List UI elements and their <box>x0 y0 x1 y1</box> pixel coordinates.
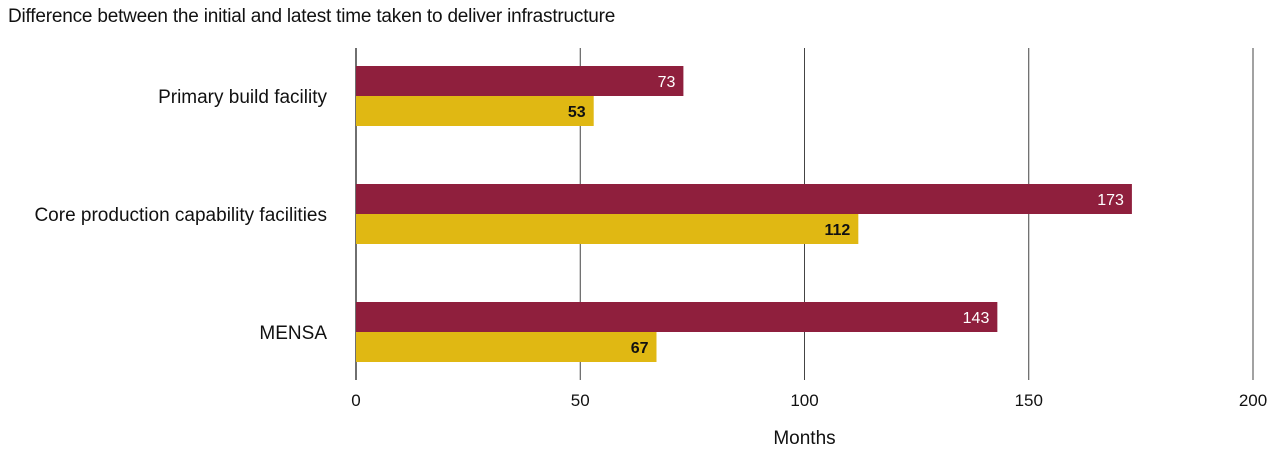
bar <box>356 214 859 244</box>
tick-label: 100 <box>790 391 818 410</box>
chart-title: Difference between the initial and lates… <box>8 6 616 27</box>
category-labels: Primary build facility Core production ca… <box>34 87 327 344</box>
data-label: 53 <box>568 104 586 121</box>
data-label: 173 <box>1097 192 1124 209</box>
data-label: 112 <box>825 222 851 239</box>
tick-label: 50 <box>571 391 590 410</box>
data-label: 73 <box>658 74 676 91</box>
bar <box>356 332 657 362</box>
data-label: 67 <box>631 340 649 357</box>
tick-label: 150 <box>1015 391 1043 410</box>
bar <box>356 302 998 332</box>
bars: 73 53 173 112 143 67 <box>356 66 1132 362</box>
tick-label: 200 <box>1239 391 1267 410</box>
x-axis-ticks: 0 50 100 150 200 <box>351 391 1267 410</box>
bar <box>356 66 684 96</box>
bar <box>356 184 1132 214</box>
category-label: Primary build facility <box>158 87 327 108</box>
category-label: MENSA <box>259 323 327 344</box>
x-axis-title: Months <box>773 428 835 449</box>
tick-label: 0 <box>351 391 360 410</box>
data-label: 143 <box>963 310 990 327</box>
bar <box>356 96 594 126</box>
category-label: Core production capability facilities <box>34 205 327 226</box>
